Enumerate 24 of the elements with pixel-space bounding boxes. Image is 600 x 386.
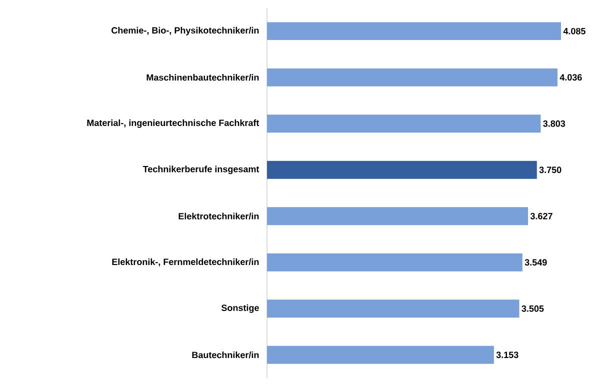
bar — [267, 253, 522, 272]
bar — [267, 300, 520, 318]
data-label: 4.085 — [563, 28, 586, 34]
data-label: 3.549 — [524, 259, 547, 266]
bar — [267, 346, 494, 364]
data-label: 3.627 — [530, 212, 552, 220]
y-tick-label: Technikerberufe insgesamt — [142, 166, 260, 174]
y-tick-label: Material-, ingenieurtechnische Fachkraft — [87, 119, 260, 128]
bar — [267, 207, 528, 226]
y-tick-label: Sonstige — [221, 304, 259, 313]
y-tick-label: Chemie-, Bio-, Physikotechniker/in — [112, 26, 259, 36]
y-tick-label: Elektronik-, Fernmeldetechniker/in — [112, 258, 259, 266]
data-label: 3.803 — [543, 120, 566, 127]
bar — [267, 68, 558, 86]
bar — [267, 160, 537, 179]
data-label: 3.505 — [522, 305, 544, 312]
y-tick-label: Maschinenbautechniker/in — [146, 74, 259, 81]
data-label: 3.750 — [539, 166, 562, 174]
bar — [267, 114, 541, 133]
bar — [267, 22, 561, 40]
data-label: 3.153 — [496, 352, 518, 358]
data-label: 4.036 — [560, 74, 582, 81]
y-tick-label: Bautechniker/in — [192, 352, 259, 358]
y-tick-label: Elektrotechniker/in — [178, 212, 259, 220]
